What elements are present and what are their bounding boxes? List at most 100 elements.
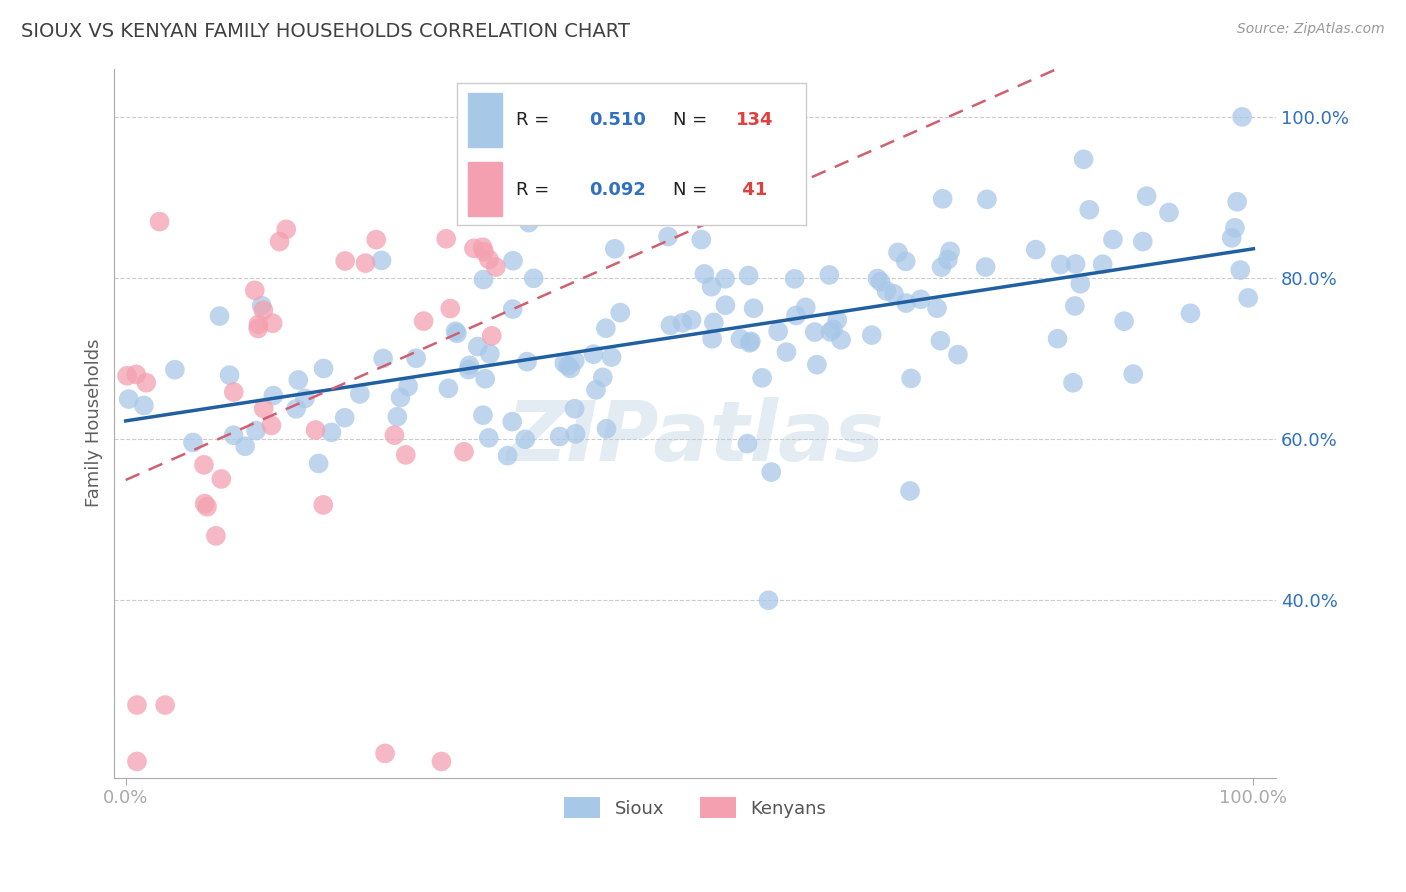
Point (1064, 257, 1087, 271)
Point (1102, 232, 1125, 246)
Point (693, 267, 716, 281)
Point (931, 192, 953, 206)
Point (370, 253, 392, 268)
Point (887, 245, 910, 260)
Point (860, 328, 883, 343)
Point (125, 368, 148, 382)
Point (751, 371, 773, 385)
Point (478, 431, 501, 445)
Point (600, 350, 623, 364)
Point (366, 233, 388, 247)
Point (553, 356, 575, 370)
Text: ZIPatlas: ZIPatlas (506, 397, 884, 478)
Point (384, 428, 406, 442)
Point (595, 321, 617, 335)
Point (118, 392, 141, 406)
Point (218, 368, 240, 383)
Point (1025, 243, 1047, 257)
Point (1132, 235, 1154, 249)
Point (194, 497, 217, 511)
Point (262, 388, 284, 402)
Point (742, 301, 765, 316)
Point (794, 301, 817, 315)
Point (1049, 258, 1071, 272)
Legend: Sioux, Kenyans: Sioux, Kenyans (557, 790, 834, 825)
Point (803, 325, 825, 339)
Point (609, 305, 631, 319)
Point (387, 409, 409, 424)
Point (148, 214, 170, 228)
Point (395, 448, 418, 462)
Point (243, 283, 266, 297)
Point (333, 410, 356, 425)
Point (931, 260, 953, 274)
Point (471, 240, 494, 254)
Point (560, 361, 582, 376)
Point (714, 272, 737, 286)
Point (582, 347, 605, 361)
Point (453, 444, 475, 458)
Point (523, 271, 546, 285)
Point (603, 242, 626, 256)
Point (287, 373, 309, 387)
Point (321, 425, 343, 440)
Point (1091, 257, 1114, 271)
Point (738, 335, 761, 350)
Point (467, 339, 489, 353)
Point (517, 216, 540, 230)
Point (115, 368, 138, 383)
Point (830, 333, 852, 347)
Point (354, 256, 377, 270)
Point (785, 309, 807, 323)
Point (485, 260, 508, 274)
Point (502, 302, 524, 317)
Point (222, 428, 245, 442)
Point (1223, 220, 1246, 235)
Point (515, 432, 537, 446)
Point (457, 362, 479, 376)
Point (412, 314, 434, 328)
Point (481, 328, 503, 343)
Point (869, 275, 891, 289)
Point (516, 354, 538, 368)
Point (474, 372, 496, 386)
Point (1062, 376, 1084, 390)
Point (821, 322, 844, 336)
Point (333, 254, 356, 268)
Point (276, 222, 298, 236)
Point (976, 192, 998, 206)
Point (285, 401, 308, 416)
Point (557, 359, 579, 373)
Point (818, 268, 841, 282)
Point (883, 286, 905, 301)
Point (775, 345, 797, 359)
Point (737, 436, 759, 450)
Point (783, 272, 806, 286)
Point (132, 399, 155, 413)
Point (671, 316, 693, 330)
Point (396, 379, 419, 393)
Point (910, 293, 932, 307)
Point (269, 235, 291, 249)
Point (929, 334, 952, 348)
Point (898, 483, 921, 498)
Point (1230, 110, 1253, 124)
Point (437, 381, 460, 395)
Point (1078, 202, 1101, 217)
Point (446, 326, 468, 341)
Y-axis label: Family Households: Family Households (86, 339, 103, 508)
Point (681, 313, 703, 327)
Point (876, 284, 898, 298)
Point (894, 296, 917, 310)
Point (222, 384, 245, 399)
Point (595, 422, 617, 436)
Point (233, 439, 256, 453)
Point (247, 318, 270, 332)
Point (737, 268, 759, 283)
Point (1046, 332, 1069, 346)
Point (153, 698, 176, 712)
Text: Source: ZipAtlas.com: Source: ZipAtlas.com (1237, 22, 1385, 37)
Point (434, 232, 457, 246)
Point (250, 299, 273, 313)
Point (405, 351, 427, 366)
